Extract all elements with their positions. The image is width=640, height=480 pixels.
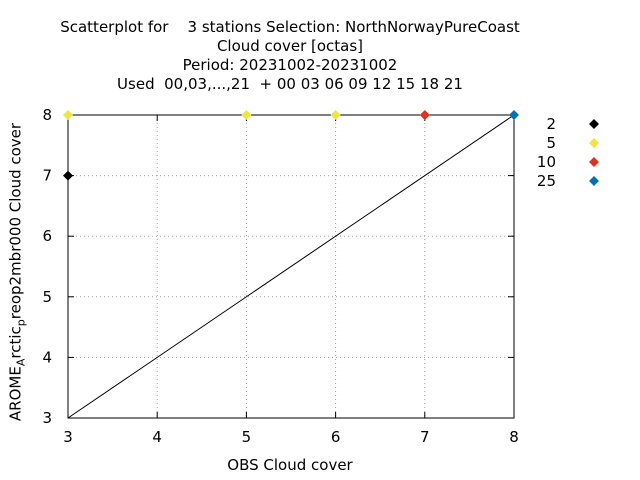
x-tick-label: 6	[331, 428, 341, 446]
data-point	[63, 171, 73, 181]
legend-label: 10	[537, 153, 556, 171]
legend-label: 25	[537, 172, 556, 190]
data-point	[63, 110, 73, 120]
y-tick-label: 6	[42, 227, 52, 245]
legend-label: 5	[546, 134, 556, 152]
data-point	[509, 110, 519, 120]
x-tick-label: 4	[152, 428, 162, 446]
x-tick-label: 7	[420, 428, 430, 446]
legend-marker	[589, 138, 599, 148]
x-tick-label: 8	[509, 428, 519, 446]
legend-marker	[589, 157, 599, 167]
y-tick-label: 7	[42, 167, 52, 185]
x-tick-label: 5	[242, 428, 252, 446]
data-point	[420, 110, 430, 120]
y-tick-label: 8	[42, 106, 52, 124]
diagonal-line	[68, 115, 514, 418]
y-tick-label: 5	[42, 288, 52, 306]
x-axis-label: OBS Cloud cover	[227, 456, 352, 474]
data-point	[241, 110, 251, 120]
x-tick-label: 3	[63, 428, 73, 446]
data-point	[331, 110, 341, 120]
y-tick-label: 4	[42, 348, 52, 366]
legend-label: 2	[546, 115, 556, 133]
legend-marker	[589, 176, 599, 186]
legend-marker	[589, 119, 599, 129]
y-tick-label: 3	[42, 409, 52, 427]
y-axis-label: AROMEArcticpreop2mbr000 Cloud cover	[7, 123, 28, 421]
